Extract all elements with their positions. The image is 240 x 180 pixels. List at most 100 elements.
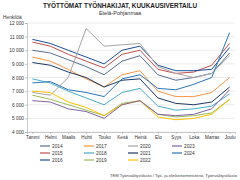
x-tick-mark [68,132,69,134]
y-axis-line [25,24,28,133]
legend-swatch [172,152,182,153]
x-tick-mark [86,132,87,134]
x-tick: Syys [171,132,182,140]
x-tick: Touko [98,132,111,140]
x-tick: Marras [205,132,220,140]
y-tick-mark [25,64,27,65]
legend-item: 2016 [40,158,63,163]
y-axis-title: Henkilöä [3,15,22,20]
x-tick-mark [104,132,105,134]
y-tick-label: 8 000 [12,76,24,81]
legend-item: 2020 [128,144,151,149]
x-tick-mark [212,132,213,134]
series-line [32,33,229,97]
grid-line [27,36,235,37]
x-tick-label: Tammi [26,135,40,140]
x-tick: Tammi [26,132,40,140]
y-tick: 5 000 [12,116,27,121]
legend-label: 2024 [184,151,195,156]
source: TEM Työnvälitystilasto / Työ- ja elinkei… [110,173,238,178]
legend-label: 2020 [140,144,151,149]
x-tick-mark [158,132,159,134]
legend-swatch [128,145,138,146]
grid-line [27,23,235,24]
y-tick-label: 11 000 [10,35,25,40]
grid [27,23,235,132]
series-line [32,42,229,73]
legend-label: 2022 [140,158,151,163]
y-tick-mark [25,78,27,79]
legend-label: 2018 [96,151,107,156]
x-tick-label: Huhti [81,135,92,140]
legend-label: 2023 [184,144,195,149]
legend-label: 2015 [52,151,63,156]
legend-item: 2018 [84,151,107,156]
y-tick-label: 9 000 [12,62,24,67]
x-tick: Maalis [62,132,76,140]
legend-swatch [84,145,94,146]
y-tick: 12 000 [9,21,27,26]
y-tick-mark [25,105,27,106]
legend-swatch [40,152,50,153]
x-tick-label: Helmi [45,135,57,140]
subtitle: Etelä-Pohjanmaa [99,10,142,16]
y-tick: 10 000 [9,48,27,53]
x-axis-line [28,133,236,135]
x-tick: Joulu [225,132,236,140]
legend-label: 2016 [52,158,63,163]
legend-label: 2021 [140,151,151,156]
legend-swatch [172,145,182,146]
legend-swatch [40,145,50,146]
y-tick-mark [25,91,27,92]
chart: TYÖTTÖMAT TYÖNHAKIJAT, KUUKAUSIVERTAILUE… [0,0,240,180]
legend-item: 2024 [172,151,195,156]
x-tick: Huhti [81,132,92,140]
y-tick-mark [25,37,27,38]
y-tick: 6 000 [12,103,27,108]
legend-item: 2023 [172,144,195,149]
plot: 4 000 5 000 6 000 7 000 8 000 9 000 10 000 11 0… [9,21,236,140]
y-tick-label: 7 000 [12,89,24,94]
y-tick-mark [25,50,27,51]
legend-item: 2021 [128,151,151,156]
legend-label: 2017 [96,144,107,149]
x-tick-label: Joulu [225,135,236,140]
y-axis: 4 000 5 000 6 000 7 000 8 000 9 000 10 000 11 0… [9,21,27,135]
legend: 2014201520162017201820192020202120222023… [40,144,195,163]
y-tick: 7 000 [12,89,27,94]
x-tick-label: Loka [189,135,199,140]
legend-swatch [128,159,138,160]
title: TYÖTTÖMAT TYÖNHAKIJAT, KUUKAUSIVERTAILU [43,1,197,10]
x-tick: Helmi [45,132,57,140]
y-tick-label: 12 000 [9,21,24,26]
x-tick-mark [32,132,33,134]
x-tick-mark [176,132,177,134]
y-tick-mark [25,132,27,133]
grid-line [27,118,235,119]
x-tick: Heinä [134,132,146,140]
x-tick-label: Kesä [117,135,128,140]
lines [32,28,229,119]
legend-item: 2017 [84,144,107,149]
y-tick: 4 000 [12,130,27,135]
legend-swatch [84,159,94,160]
x-tick-label: Maalis [62,135,76,140]
x-tick: Loka [189,132,199,140]
x-tick-mark [194,132,195,134]
x-tick-label: Elo [155,135,162,140]
y-tick: 8 000 [12,76,27,81]
series-line [32,91,229,120]
x-tick-mark [230,132,231,134]
legend-swatch [40,159,50,160]
x-tick: Kesä [117,132,128,140]
x-tick-mark [122,132,123,134]
y-tick-label: 5 000 [12,116,24,121]
y-tick-mark [25,23,27,24]
x-tick-label: Touko [98,135,111,140]
legend-item: 2022 [128,158,151,163]
x-tick-mark [50,132,51,134]
x-axis: Tammi Helmi Maalis Huhti Touko Kesä Heinä Elo Sy… [26,132,236,140]
x-tick-label: Heinä [134,135,146,140]
x-tick-label: Marras [205,135,220,140]
x-tick-mark [140,132,141,134]
